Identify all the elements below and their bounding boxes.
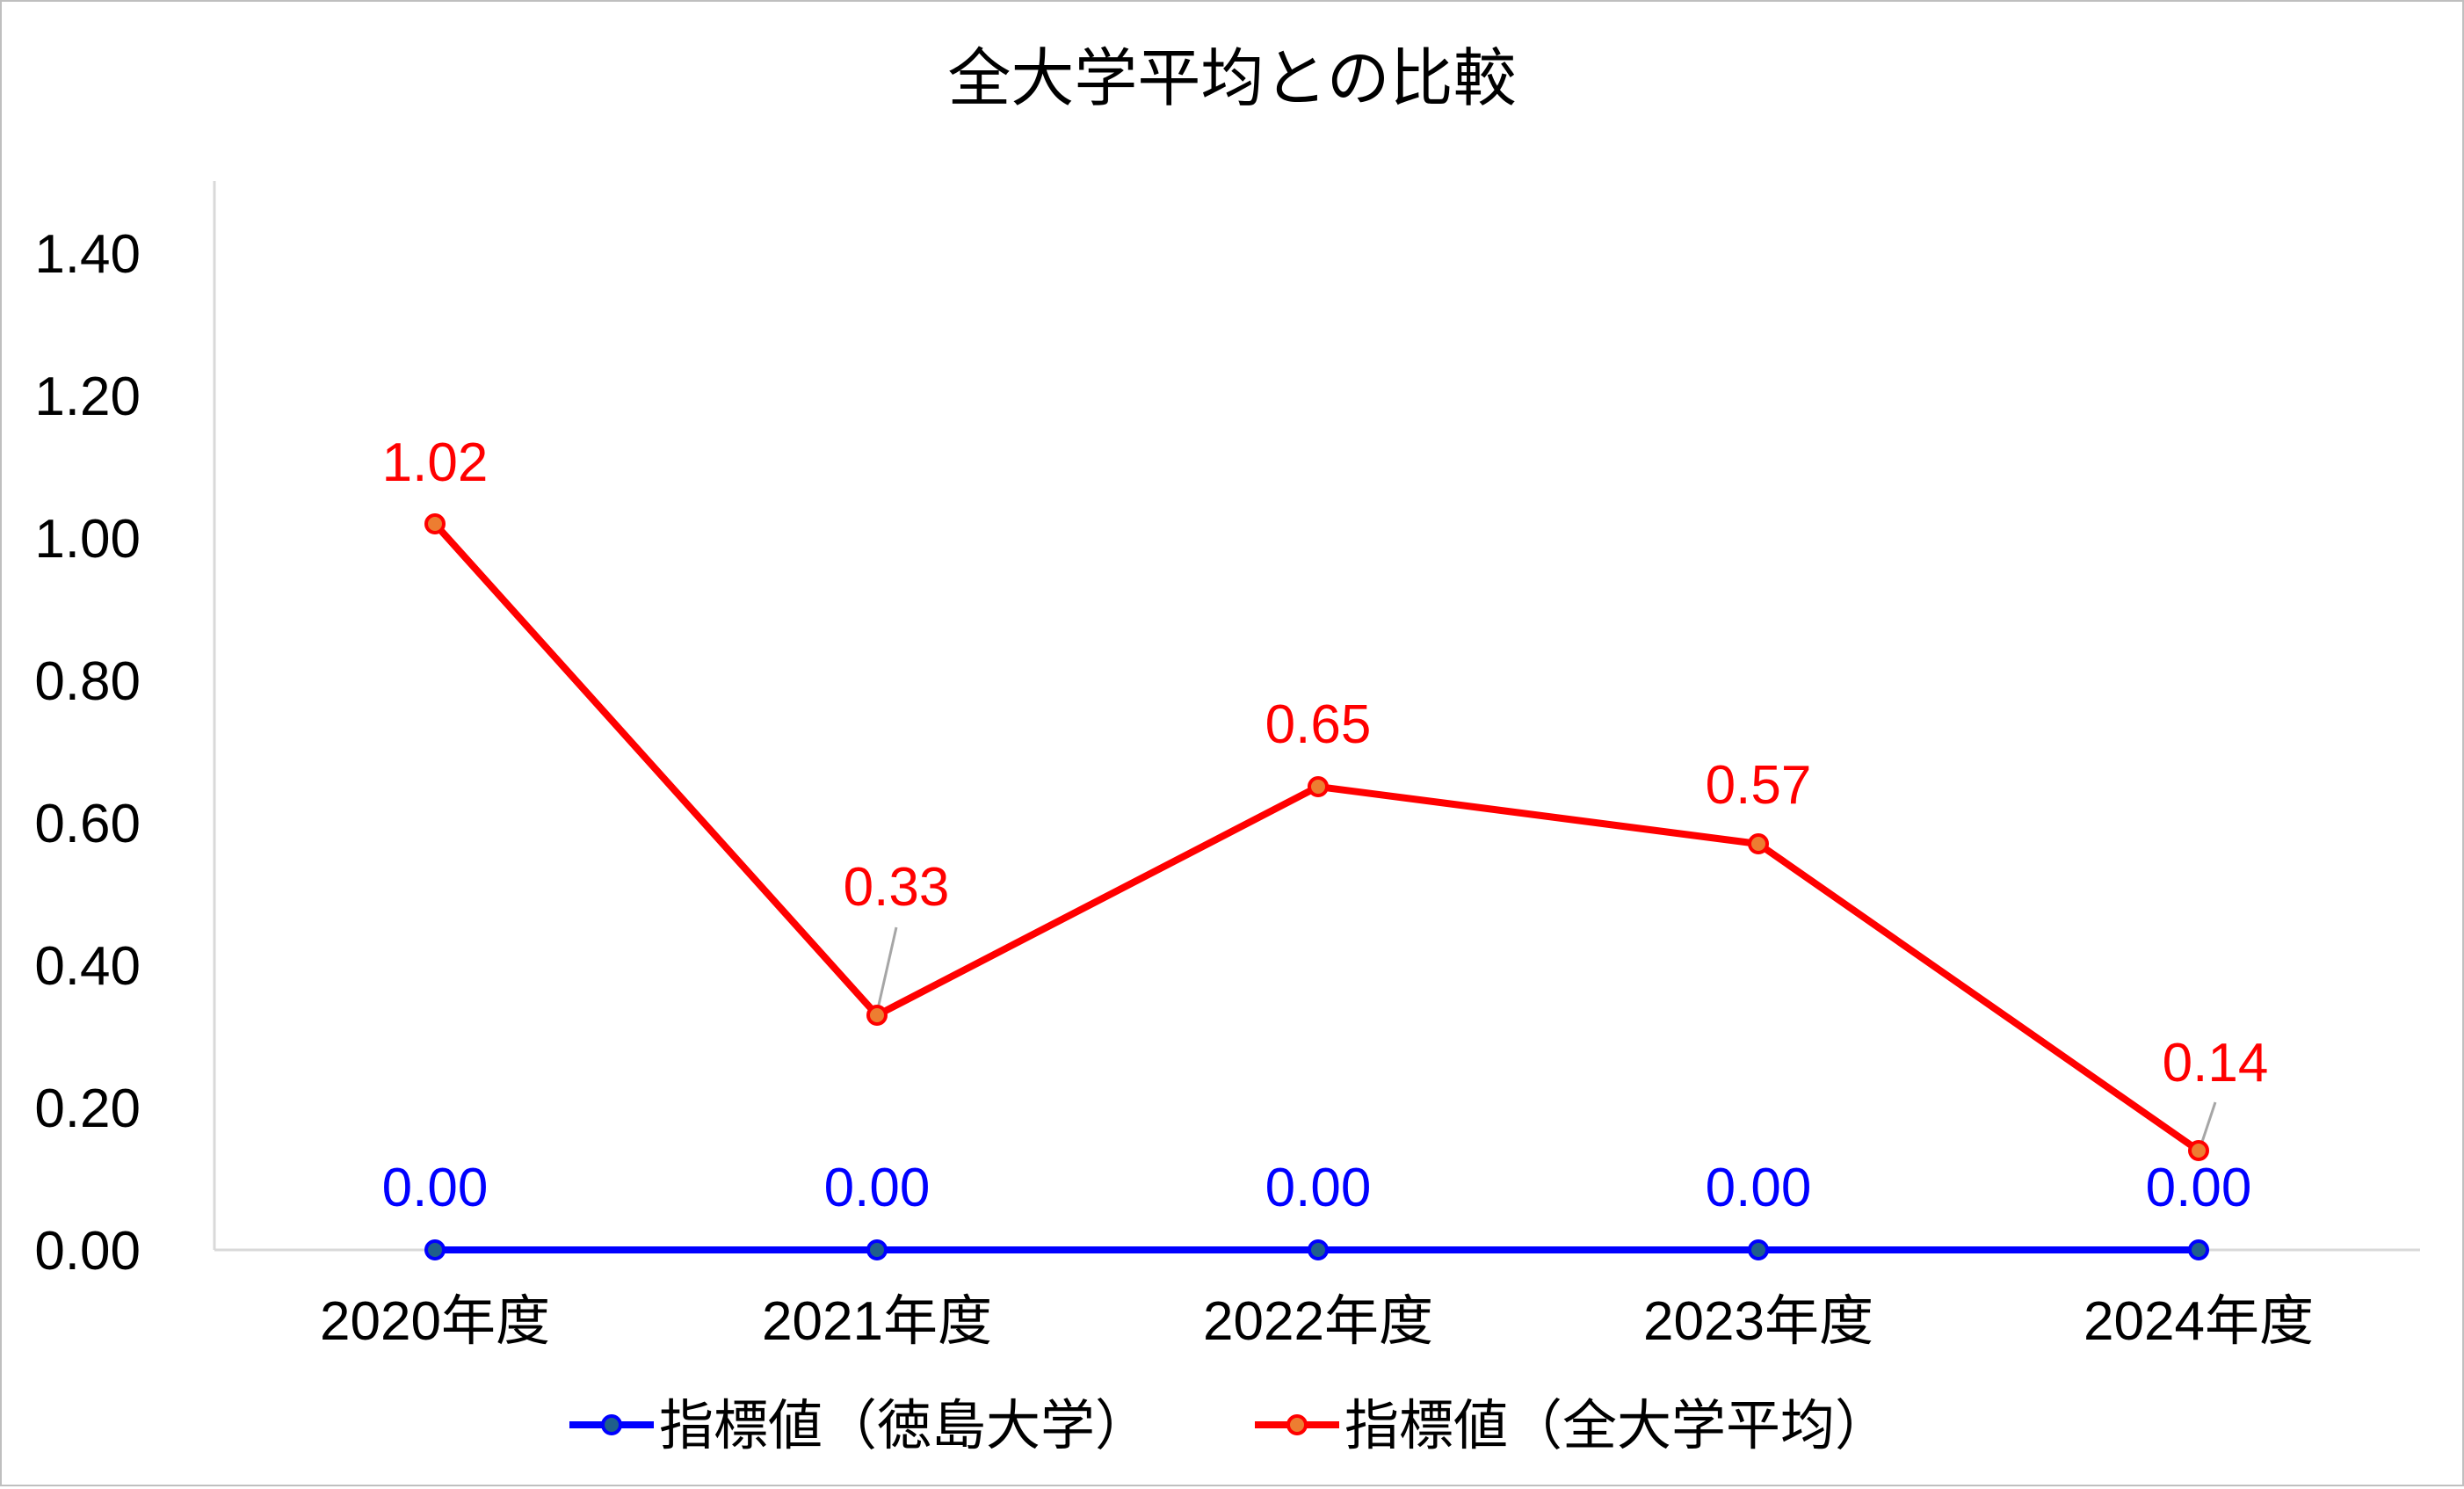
data-label-red: 0.14 — [2163, 1033, 2269, 1093]
chart-title: 全大学平均との比較 — [947, 44, 1516, 114]
y-tick-label: 0.80 — [34, 651, 141, 712]
y-axis-labels: 0.00 0.20 0.40 0.60 0.80 1.00 1.20 1.40 — [34, 224, 141, 1282]
y-tick-label: 0.60 — [34, 794, 141, 854]
legend-marker-icon — [601, 1414, 622, 1435]
legend-label: 指標値（全大学平均） — [1344, 1396, 1889, 1456]
x-tick-label: 2021年度 — [762, 1291, 992, 1352]
data-point-marker[interactable] — [2188, 1140, 2209, 1161]
leader-line — [875, 926, 898, 1013]
x-tick-label: 2022年度 — [1203, 1291, 1433, 1352]
x-tick-label: 2023年度 — [1643, 1291, 1873, 1352]
legend-marker-icon — [1286, 1414, 1308, 1435]
legend-item-all-average[interactable]: 指標値（全大学平均） — [1255, 1396, 1889, 1456]
data-point-marker[interactable] — [424, 513, 446, 534]
y-tick-label: 1.20 — [34, 367, 141, 427]
y-tick-label: 0.40 — [34, 936, 141, 997]
data-label-blue: 0.00 — [1706, 1158, 1812, 1218]
data-label-blue: 0.00 — [824, 1158, 931, 1218]
y-tick-label: 1.00 — [34, 509, 141, 570]
x-tick-label: 2024年度 — [2084, 1291, 2314, 1352]
data-label-red: 1.02 — [382, 432, 489, 493]
data-point-marker[interactable] — [1308, 776, 1329, 797]
y-tick-label: 0.00 — [34, 1221, 141, 1282]
data-point-marker[interactable] — [424, 1239, 446, 1260]
legend-item-tokushima[interactable]: 指標値（徳島大学） — [569, 1396, 1149, 1456]
data-point-marker[interactable] — [866, 1239, 888, 1260]
x-tick-label: 2020年度 — [320, 1291, 550, 1352]
data-label-blue: 0.00 — [382, 1158, 489, 1218]
y-tick-label: 1.40 — [34, 224, 141, 285]
leader-line — [2199, 1101, 2217, 1148]
data-point-marker[interactable] — [1748, 1239, 1769, 1260]
data-point-marker[interactable] — [2188, 1239, 2209, 1260]
data-label-blue: 0.00 — [1265, 1158, 1372, 1218]
data-label-red: 0.33 — [844, 857, 950, 918]
series-tokushima-university: 0.00 0.00 0.00 0.00 0.00 — [382, 1158, 2252, 1260]
y-tick-label: 0.20 — [34, 1079, 141, 1139]
data-point-marker[interactable] — [1308, 1239, 1329, 1260]
data-label-blue: 0.00 — [2146, 1158, 2252, 1218]
x-axis-labels: 2020年度 2021年度 2022年度 2023年度 2024年度 — [320, 1291, 2314, 1352]
legend: 指標値（徳島大学） 指標値（全大学平均） — [569, 1396, 1889, 1456]
series-all-university-average: 1.02 0.33 0.65 0.57 0.14 — [382, 432, 2269, 1161]
data-label-red: 0.65 — [1265, 694, 1372, 755]
legend-label: 指標値（徳島大学） — [659, 1396, 1149, 1456]
data-point-marker[interactable] — [1748, 833, 1769, 854]
series-line-red — [432, 521, 2201, 1154]
data-point-marker[interactable] — [866, 1005, 888, 1026]
data-label-red: 0.57 — [1706, 755, 1812, 816]
